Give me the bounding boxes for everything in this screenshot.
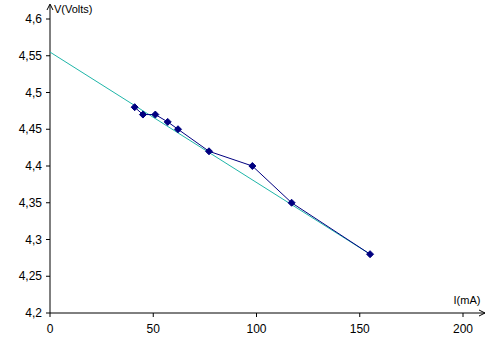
y-tick [46, 239, 50, 240]
data-point [288, 199, 295, 206]
y-axis-label: V(Volts) [54, 3, 93, 15]
x-tick [463, 313, 464, 317]
x-tick-label: 150 [350, 322, 370, 336]
x-axis [50, 313, 485, 314]
x-tick-label: 200 [453, 322, 473, 336]
data-point [139, 111, 146, 118]
y-tick-label: 4,35 [19, 196, 43, 210]
y-tick-label: 4,5 [25, 86, 42, 100]
y-axis-arrow [47, 4, 53, 10]
y-tick [46, 166, 50, 167]
y-tick-label: 4,2 [25, 306, 42, 320]
x-tick-label: 50 [147, 322, 161, 336]
data-point [249, 163, 256, 170]
x-tick [359, 313, 360, 317]
series-line [50, 52, 370, 254]
y-tick-label: 4,55 [19, 49, 43, 63]
y-tick [46, 55, 50, 56]
y-axis [50, 5, 51, 313]
x-tick [256, 313, 257, 317]
x-axis-label: I(mA) [454, 294, 481, 306]
series-line [135, 107, 370, 254]
y-tick [46, 129, 50, 130]
x-tick [50, 313, 51, 317]
data-point [164, 118, 171, 125]
x-tick-label: 0 [47, 322, 54, 336]
data-point [175, 126, 182, 133]
data-point [367, 251, 374, 258]
y-tick [46, 202, 50, 203]
y-tick-label: 4,45 [19, 122, 43, 136]
plot-area [50, 52, 374, 258]
data-point [152, 111, 159, 118]
y-tick [46, 19, 50, 20]
y-tick-label: 4,4 [25, 159, 42, 173]
chart: 4,2 4,25 4,3 4,35 4,4 4,45 4,5 4,55 4,6 0 50 100 150… [0, 0, 492, 360]
y-tick-label: 4,6 [25, 12, 42, 26]
x-tick [153, 313, 154, 317]
y-tick-label: 4,25 [19, 269, 43, 283]
data-point [131, 104, 138, 111]
x-axis-arrow [479, 310, 485, 316]
y-tick [46, 313, 50, 314]
y-tick-label: 4,3 [25, 233, 42, 247]
y-tick [46, 92, 50, 93]
x-tick-label: 100 [246, 322, 266, 336]
y-tick [46, 276, 50, 277]
data-point [206, 148, 213, 155]
